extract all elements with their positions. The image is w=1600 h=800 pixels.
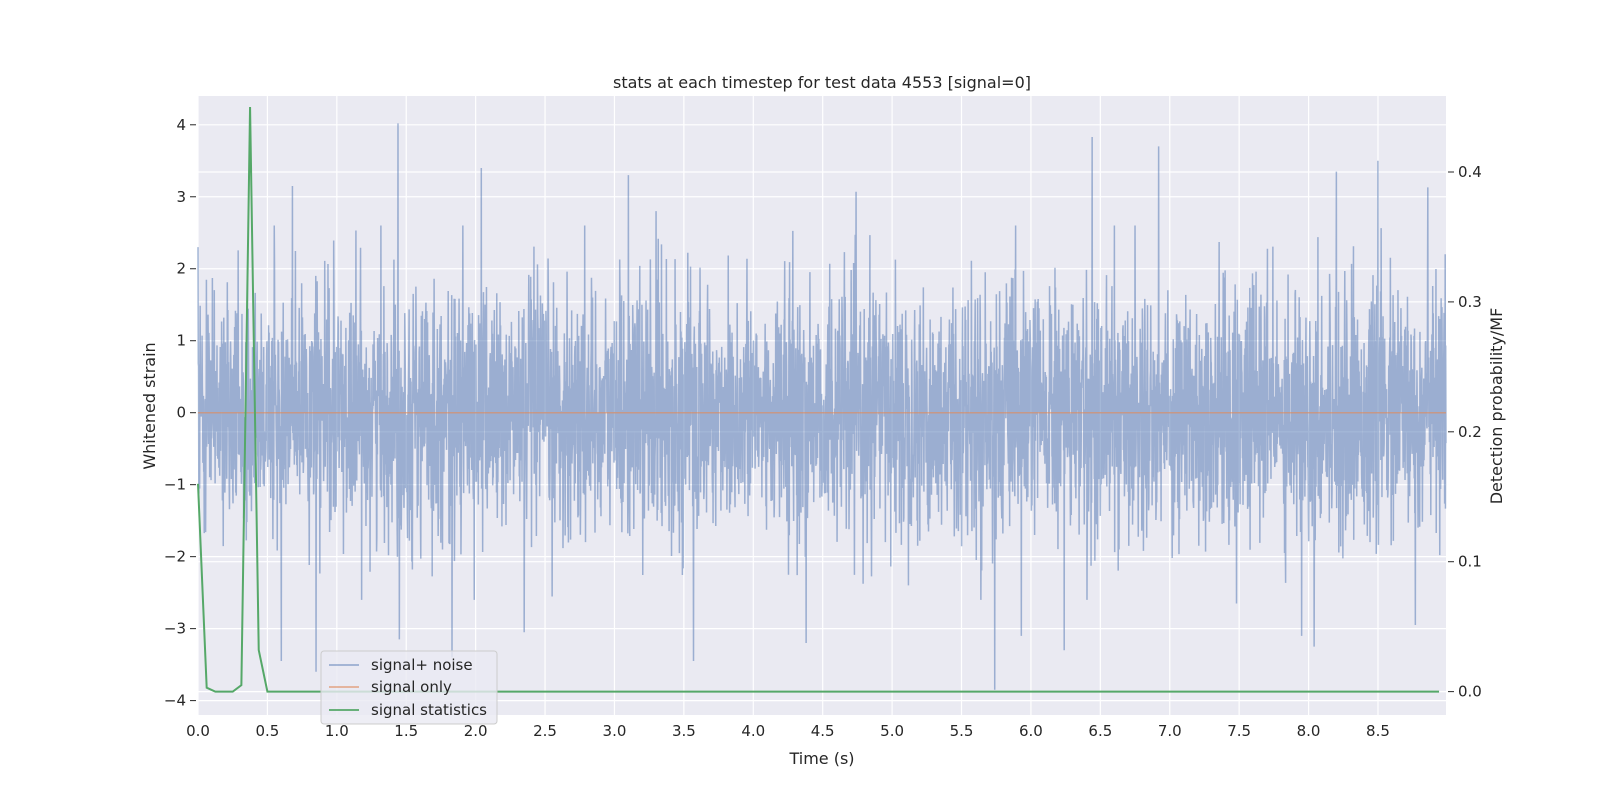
x-tick-label: 4.5: [811, 722, 835, 740]
y-left-tick-label: −3: [164, 620, 186, 638]
signal-statistics-line: [197, 107, 1440, 693]
chart-title: stats at each timestep for test data 455…: [613, 73, 1031, 92]
x-tick-label: 5.0: [880, 722, 904, 740]
y-left-tick-label: 3: [176, 188, 186, 206]
y-left-tick-label: 4: [176, 116, 186, 134]
x-tick-label: 6.5: [1088, 722, 1112, 740]
y-right-tick-label: 0.2: [1458, 423, 1482, 441]
x-tick-label: 8.5: [1366, 722, 1390, 740]
y-left-tick-label: 2: [176, 260, 186, 278]
y-left-tick-label: 1: [176, 332, 186, 350]
x-tick-label: 2.0: [464, 722, 488, 740]
y-left-tick-label: −4: [164, 692, 186, 710]
x-tick-label: 7.5: [1227, 722, 1251, 740]
signal-noise-series: [197, 123, 1447, 690]
y-left-tick-label: 0: [176, 404, 186, 422]
legend-label-signal-only: signal only: [371, 678, 452, 696]
x-tick-label: 6.0: [1019, 722, 1043, 740]
y-right-tick-label: 0.3: [1458, 293, 1482, 311]
x-tick-label: 2.5: [533, 722, 557, 740]
y-right-tick-label: 0.0: [1458, 683, 1482, 701]
legend: signal+ noise signal only signal statist…: [320, 650, 498, 725]
y-left-tick-label: −1: [164, 476, 186, 494]
y-axis-right-label: Detection probability/MF: [1487, 308, 1506, 505]
y-axis-left-label: Whitened strain: [140, 342, 159, 469]
x-tick-label: 0.0: [186, 722, 210, 740]
legend-label-signal-noise: signal+ noise: [371, 656, 473, 674]
signal-noise-line: [197, 123, 1447, 690]
x-tick-label: 1.0: [325, 722, 349, 740]
x-tick-label: 4.0: [741, 722, 765, 740]
legend-box: [320, 650, 498, 725]
y-right-tick-label: 0.1: [1458, 553, 1482, 571]
x-tick-label: 8.0: [1297, 722, 1321, 740]
legend-label-signal-statistics: signal statistics: [371, 701, 487, 719]
x-tick-label: 3.5: [672, 722, 696, 740]
signal-statistics-series: [197, 107, 1440, 693]
x-tick-label: 0.5: [255, 722, 279, 740]
axis-ticks: 0.0 0.5 1.0 1.5 2.0 2.5 3.0 3.5 4.0 4.5 5.0 5.5 6.0 6…: [164, 116, 1482, 740]
x-tick-label: 3.0: [603, 722, 627, 740]
y-right-tick-label: 0.4: [1458, 163, 1482, 181]
x-tick-label: 5.5: [950, 722, 974, 740]
y-left-tick-label: −2: [164, 548, 186, 566]
x-tick-label: 7.0: [1158, 722, 1182, 740]
x-tick-label: 1.5: [394, 722, 418, 740]
x-axis-label: Time (s): [788, 749, 854, 768]
